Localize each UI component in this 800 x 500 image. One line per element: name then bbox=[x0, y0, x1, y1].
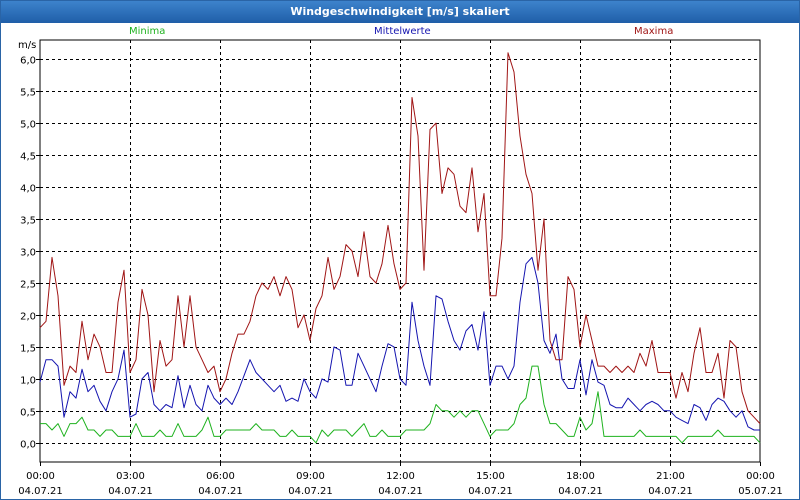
y-tick-label: 3,5 bbox=[20, 216, 36, 227]
y-tick-label: 0,0 bbox=[20, 440, 36, 451]
x-tick-time-label: 21:00 bbox=[656, 471, 685, 482]
x-tick-date-label: 04.07.21 bbox=[198, 486, 243, 497]
series-line-maxima bbox=[39, 52, 761, 424]
x-tick-date-label: 04.07.21 bbox=[108, 486, 153, 497]
y-axis-unit: m/s bbox=[18, 40, 37, 51]
x-tick-time-label: 12:00 bbox=[386, 471, 415, 482]
y-tick-label: 2,5 bbox=[20, 280, 36, 291]
y-tick-label: 2,0 bbox=[20, 312, 36, 323]
series-line-minima bbox=[40, 365, 761, 444]
chart-title: Windgeschwindigkeit [m/s] skaliert bbox=[1, 1, 799, 23]
y-tick-label: 1,0 bbox=[20, 376, 36, 387]
x-tick-date-label: 05.07.21 bbox=[738, 486, 783, 497]
x-tick-date-label: 04.07.21 bbox=[648, 486, 693, 497]
y-tick-label: 0,5 bbox=[20, 408, 36, 419]
x-tick-date-label: 04.07.21 bbox=[18, 486, 63, 497]
y-tick-label: 3,0 bbox=[20, 248, 36, 259]
y-tick-label: 5,0 bbox=[20, 120, 36, 131]
y-tick-label: 4,0 bbox=[20, 184, 36, 195]
x-tick-date-label: 04.07.21 bbox=[378, 486, 423, 497]
y-tick-label: 1,5 bbox=[20, 344, 36, 355]
y-tick-label: 6,0 bbox=[20, 56, 36, 67]
x-tick-date-label: 04.07.21 bbox=[468, 486, 513, 497]
x-tick-time-label: 00:00 bbox=[746, 471, 775, 482]
x-tick-time-label: 06:00 bbox=[206, 471, 235, 482]
y-tick-label: 4,5 bbox=[20, 152, 36, 163]
y-tick-label: 5,5 bbox=[20, 88, 36, 99]
legend-mittelwerte: Mittelwerte bbox=[374, 26, 431, 37]
x-tick-time-label: 03:00 bbox=[116, 471, 145, 482]
x-tick-time-label: 18:00 bbox=[566, 471, 595, 482]
x-tick-time-label: 00:00 bbox=[26, 471, 55, 482]
series-line-mittelwerte bbox=[39, 256, 760, 431]
x-tick-date-label: 04.07.21 bbox=[288, 486, 333, 497]
legend-minima: Minima bbox=[129, 26, 166, 37]
legend-maxima: Maxima bbox=[634, 26, 674, 37]
x-tick-date-label: 04.07.21 bbox=[558, 486, 603, 497]
x-tick-time-label: 09:00 bbox=[296, 471, 325, 482]
x-tick-time-label: 15:00 bbox=[476, 471, 505, 482]
